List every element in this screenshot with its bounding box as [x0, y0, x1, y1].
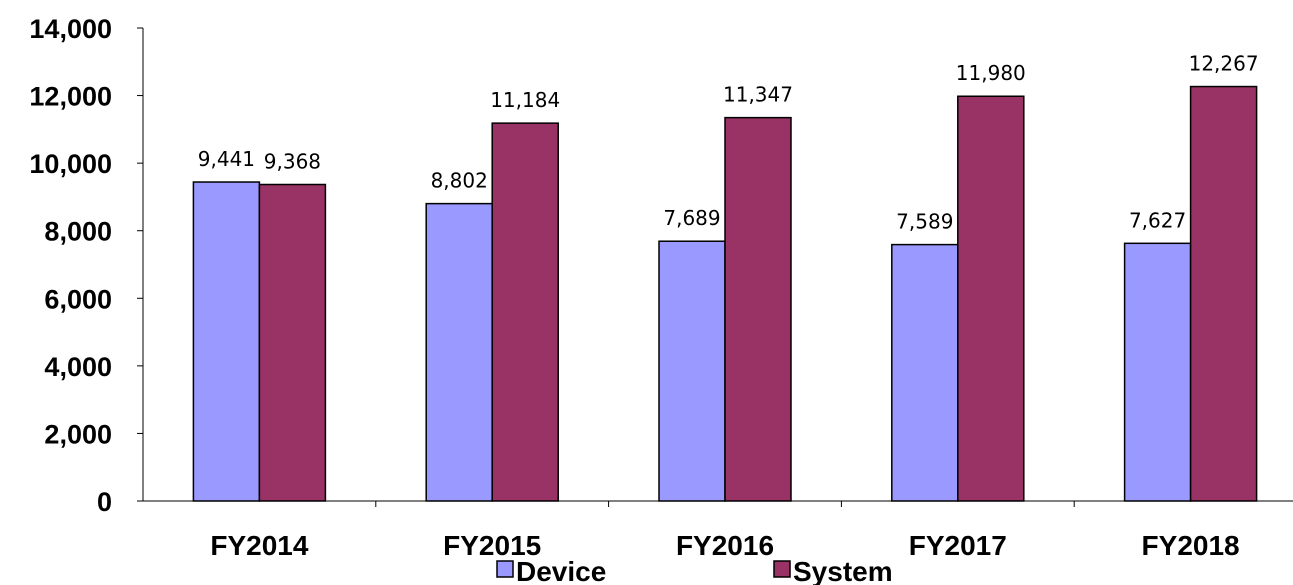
data-label-system-fy2015: 11,184	[490, 88, 560, 112]
bar-device-fy2018	[1123, 242, 1192, 502]
y-tick-label: 10,000	[29, 149, 112, 179]
bar-device-fy2017	[891, 243, 959, 502]
data-label-system-fy2018: 12,267	[1189, 52, 1259, 76]
data-label-system-fy2016: 11,347	[723, 83, 793, 107]
bar-system-fy2017	[957, 95, 1025, 502]
y-tick-label: 4,000	[44, 352, 112, 382]
y-tick-label: 12,000	[29, 82, 112, 112]
legend: Device System	[496, 556, 893, 585]
bar-system-fy2014	[258, 183, 327, 502]
data-label-system-fy2014: 9,368	[264, 149, 321, 173]
bar-device-fy2015	[425, 202, 493, 502]
x-tick-label: FY2017	[909, 530, 1007, 561]
x-tick-label: FY2018	[1142, 530, 1240, 561]
x-tick-label: FY2014	[210, 530, 308, 561]
data-label-device-fy2018: 7,627	[1129, 208, 1186, 232]
bar-system-fy2018	[1189, 85, 1258, 502]
bar-device-fy2014	[192, 181, 261, 502]
data-labels: 9,441 9,368 8,802 11,184 7,689 11,347 7,589 11,…	[198, 52, 1259, 234]
data-label-device-fy2014: 9,441	[198, 147, 255, 171]
legend-swatch-device	[496, 560, 514, 578]
x-tick-label: FY2016	[676, 530, 774, 561]
y-tick-label: 2,000	[44, 419, 112, 449]
y-tick-label: 0	[97, 487, 112, 517]
y-axis-ticks: 0 2,000 4,000 6,000 8,000 10,000 12,000 14,000	[29, 14, 143, 517]
bar-device-fy2016	[658, 240, 726, 502]
bars	[192, 85, 1258, 502]
y-tick-label: 14,000	[29, 14, 112, 44]
y-tick-label: 6,000	[44, 284, 112, 314]
x-tick-label: FY2015	[443, 530, 541, 561]
bar-system-fy2016	[724, 116, 792, 502]
data-label-device-fy2016: 7,689	[663, 206, 720, 230]
y-tick-label: 8,000	[44, 217, 112, 247]
data-label-device-fy2015: 8,802	[431, 169, 488, 193]
data-label-device-fy2017: 7,589	[896, 210, 953, 234]
legend-label-device: Device	[516, 556, 606, 585]
legend-swatch-system	[773, 560, 791, 578]
bar-system-fy2015	[491, 122, 559, 502]
data-label-system-fy2017: 11,980	[956, 61, 1026, 85]
x-axis-ticks: FY2014 FY2015 FY2016 FY2017 FY2018	[210, 501, 1240, 561]
legend-label-system: System	[793, 556, 893, 585]
